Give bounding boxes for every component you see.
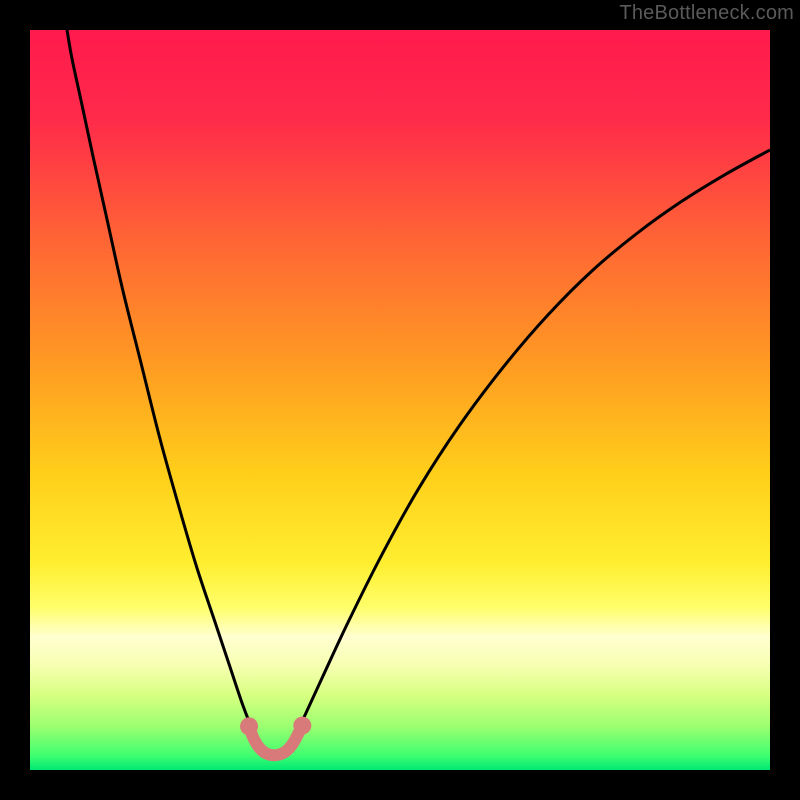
left-curve bbox=[67, 30, 253, 733]
plot-area bbox=[30, 30, 770, 770]
right-curve bbox=[296, 150, 770, 733]
watermark-text: TheBottleneck.com bbox=[619, 2, 794, 25]
chart-svg bbox=[30, 30, 770, 770]
bottom-dot-right bbox=[293, 717, 311, 735]
bottom-dot-left bbox=[240, 717, 258, 735]
